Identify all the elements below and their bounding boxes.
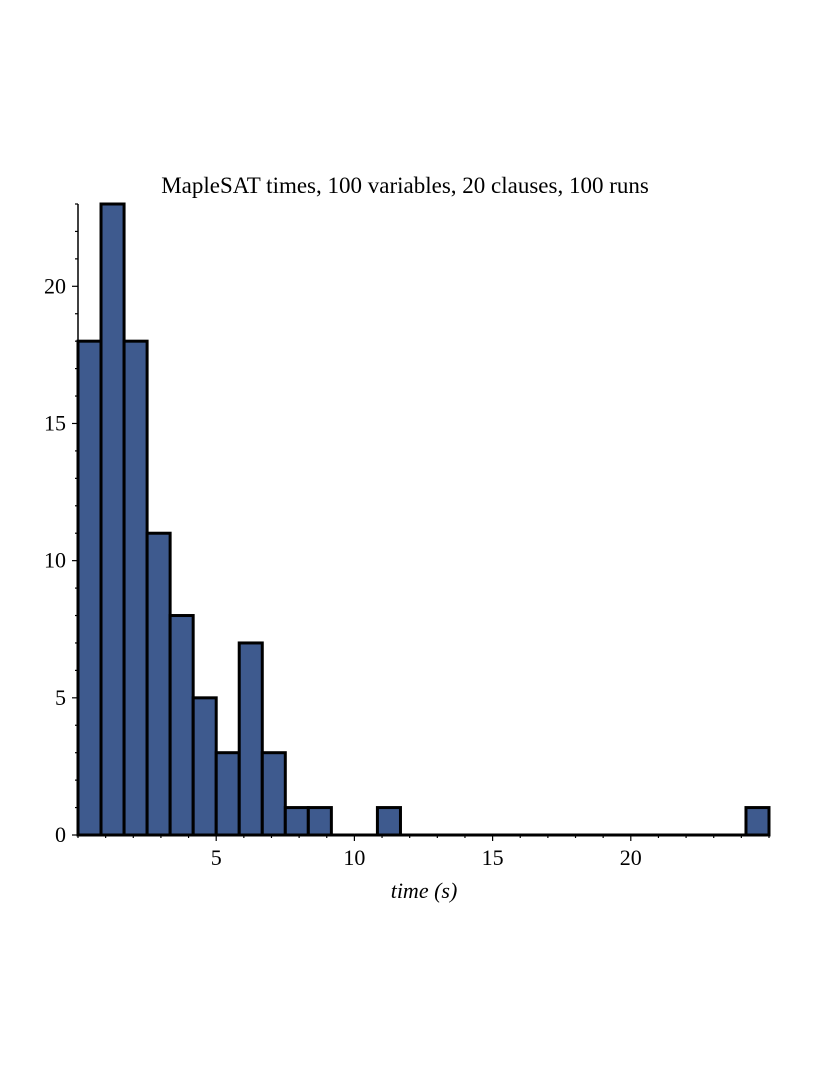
axes-layer <box>77 204 769 836</box>
bar-10 <box>306 806 333 837</box>
bar-15 <box>744 806 771 837</box>
x-tick-label-20: 20 <box>620 845 642 870</box>
bar-4 <box>168 614 195 837</box>
chart-title: MapleSAT times, 100 variables, 20 clause… <box>161 173 649 198</box>
bar-2 <box>122 339 149 837</box>
y-tick-label-0: 0 <box>55 822 66 847</box>
bar-7 <box>237 641 264 837</box>
x-tick-label-5: 5 <box>211 845 222 870</box>
bars-layer <box>76 202 771 837</box>
y-tick-label-15: 15 <box>44 410 66 435</box>
y-tick-label-10: 10 <box>44 548 66 573</box>
bar-8 <box>260 751 287 837</box>
ticks-layer: 0 5 10 15 20 5 10 15 20 <box>44 203 770 870</box>
bar-3 <box>145 531 172 837</box>
bar-6 <box>214 751 241 837</box>
y-tick-label-5: 5 <box>55 685 66 710</box>
bar-0 <box>76 339 103 837</box>
x-tick-label-15: 15 <box>482 845 504 870</box>
bar-5 <box>191 696 218 837</box>
x-tick-label-10: 10 <box>343 845 365 870</box>
bar-13 <box>375 806 402 837</box>
x-axis-label: time (s) <box>391 878 458 903</box>
bar-1 <box>99 202 126 837</box>
y-tick-label-20: 20 <box>44 273 66 298</box>
bar-9 <box>283 806 310 837</box>
